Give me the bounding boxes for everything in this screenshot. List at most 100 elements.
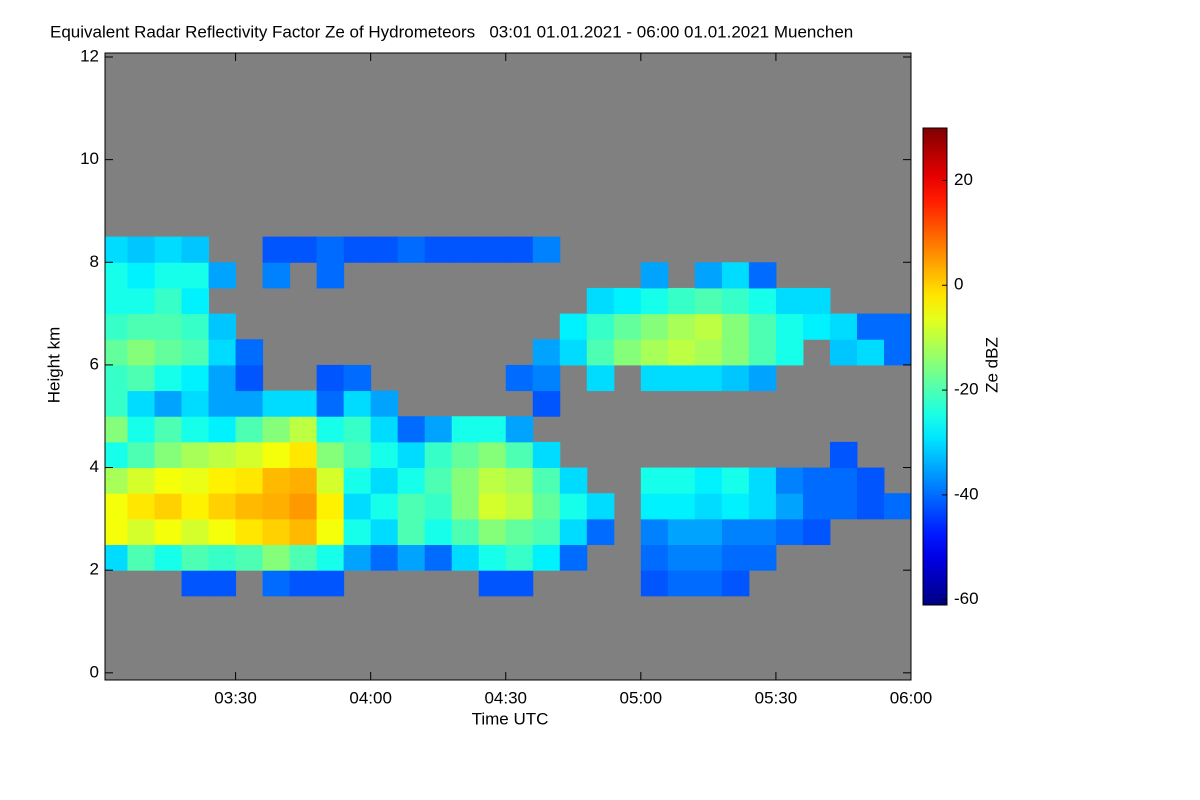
cell — [105, 518, 129, 546]
cell — [667, 313, 696, 340]
cell — [343, 390, 372, 417]
cell — [127, 364, 156, 392]
cell — [289, 236, 318, 263]
cell — [262, 236, 291, 263]
cell — [721, 518, 750, 546]
cell — [235, 416, 264, 443]
cell — [208, 570, 237, 597]
cell — [721, 570, 750, 597]
cell — [370, 236, 399, 263]
cell — [181, 416, 210, 443]
cell — [289, 467, 318, 494]
cell — [532, 390, 561, 417]
cell — [127, 339, 156, 366]
cell — [694, 544, 723, 571]
cell — [397, 236, 426, 263]
cell — [208, 262, 237, 289]
cell — [397, 441, 426, 469]
cell — [505, 441, 534, 469]
cell — [451, 467, 480, 494]
cell — [397, 493, 426, 520]
cell — [343, 518, 372, 546]
cell — [424, 544, 453, 571]
plot-frame — [104, 52, 912, 681]
cell — [586, 313, 615, 340]
cell — [127, 441, 156, 469]
cell — [154, 416, 183, 443]
cell — [105, 236, 129, 263]
cell — [127, 236, 156, 263]
cell — [667, 287, 696, 315]
cell — [640, 339, 669, 366]
cell — [154, 339, 183, 366]
cell — [721, 493, 750, 520]
cell — [208, 416, 237, 443]
cell — [127, 544, 156, 571]
cell — [586, 364, 615, 392]
colorbar-label: Ze dBZ — [982, 337, 1001, 393]
cell — [127, 416, 156, 443]
cell — [667, 339, 696, 366]
cell — [397, 416, 426, 443]
cell — [883, 313, 911, 340]
cell — [640, 287, 669, 315]
x-axis-label: Time UTC — [472, 709, 549, 728]
cell — [424, 467, 453, 494]
cell — [478, 416, 507, 443]
cell — [532, 441, 561, 469]
cell — [478, 236, 507, 263]
cell — [640, 544, 669, 571]
cell — [181, 313, 210, 340]
y-tick-label: 12 — [80, 46, 99, 65]
cell — [532, 493, 561, 520]
cell — [370, 518, 399, 546]
cell — [235, 364, 264, 392]
cell — [127, 518, 156, 546]
cell — [883, 339, 911, 366]
cell — [694, 570, 723, 597]
cell — [424, 236, 453, 263]
cell — [532, 467, 561, 494]
cell — [262, 390, 291, 417]
cell — [775, 339, 804, 366]
cell — [343, 441, 372, 469]
cell — [154, 467, 183, 494]
cell — [802, 287, 831, 315]
cell — [154, 518, 183, 546]
cell — [181, 493, 210, 520]
cell — [748, 493, 777, 520]
x-tick-label: 03:30 — [214, 688, 257, 707]
cell — [883, 493, 911, 520]
cell — [105, 544, 129, 571]
cell — [316, 364, 345, 392]
cell — [829, 339, 858, 366]
cell — [208, 493, 237, 520]
cell — [370, 493, 399, 520]
cell — [262, 262, 291, 289]
colorbar-tick-label: -40 — [954, 484, 979, 503]
cell — [505, 570, 534, 597]
cell — [154, 287, 183, 315]
cell — [748, 287, 777, 315]
cell — [802, 313, 831, 340]
cell — [478, 518, 507, 546]
cell — [181, 236, 210, 263]
cell — [505, 467, 534, 494]
cell — [721, 544, 750, 571]
cell — [181, 570, 210, 597]
cell — [208, 467, 237, 494]
cell — [208, 544, 237, 571]
cell — [613, 339, 642, 366]
cell — [289, 493, 318, 520]
cell — [586, 518, 615, 546]
cell — [478, 467, 507, 494]
x-tick-label: 04:00 — [349, 688, 392, 707]
cell — [532, 544, 561, 571]
cell — [775, 467, 804, 494]
cell — [748, 518, 777, 546]
cell — [154, 441, 183, 469]
y-tick-label: 0 — [90, 662, 99, 681]
cell — [235, 467, 264, 494]
cell — [127, 287, 156, 315]
